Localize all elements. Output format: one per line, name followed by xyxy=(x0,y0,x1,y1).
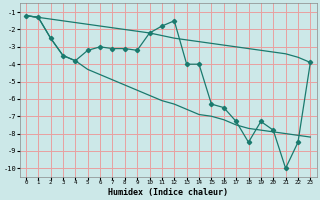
X-axis label: Humidex (Indice chaleur): Humidex (Indice chaleur) xyxy=(108,188,228,197)
